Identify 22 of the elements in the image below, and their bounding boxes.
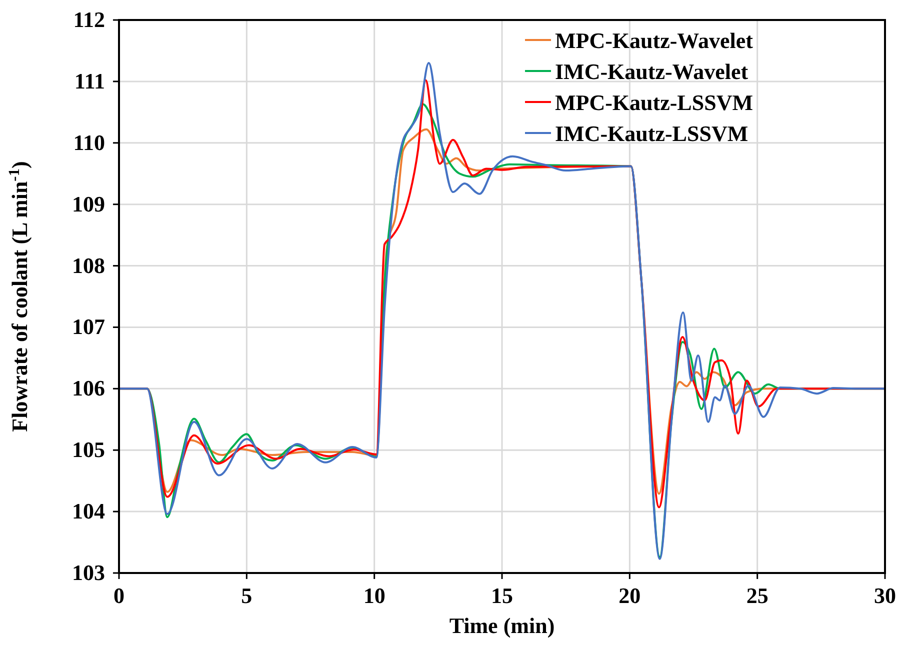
y-tick-label: 109 — [72, 191, 105, 216]
y-tick-label: 104 — [72, 498, 105, 524]
x-tick-label: 5 — [241, 583, 252, 608]
x-tick-label: 15 — [491, 583, 513, 608]
y-tick-label: 107 — [72, 314, 105, 340]
x-tick-label: 0 — [114, 583, 124, 608]
x-tick-label: 10 — [363, 583, 386, 608]
y-tick-label: 112 — [73, 7, 105, 32]
legend-label: MPC-Kautz-LSSVM — [555, 90, 754, 115]
y-tick-label: 103 — [72, 560, 105, 585]
y-tick-label: 108 — [72, 252, 105, 278]
y-tick-label: 111 — [74, 68, 105, 94]
x-tick-label: 20 — [618, 583, 641, 608]
y-tick-label: 106 — [72, 376, 105, 401]
x-axis-title: Time (min) — [449, 613, 555, 638]
x-tick-label: 30 — [874, 583, 896, 608]
x-tick-label: 25 — [746, 583, 768, 608]
legend-label: IMC-Kautz-Wavelet — [555, 59, 749, 84]
y-tick-label: 105 — [72, 437, 105, 462]
y-tick-label: 110 — [73, 130, 105, 155]
legend-label: IMC-Kautz-LSSVM — [555, 121, 748, 146]
legend-label: MPC-Kautz-Wavelet — [555, 28, 754, 53]
